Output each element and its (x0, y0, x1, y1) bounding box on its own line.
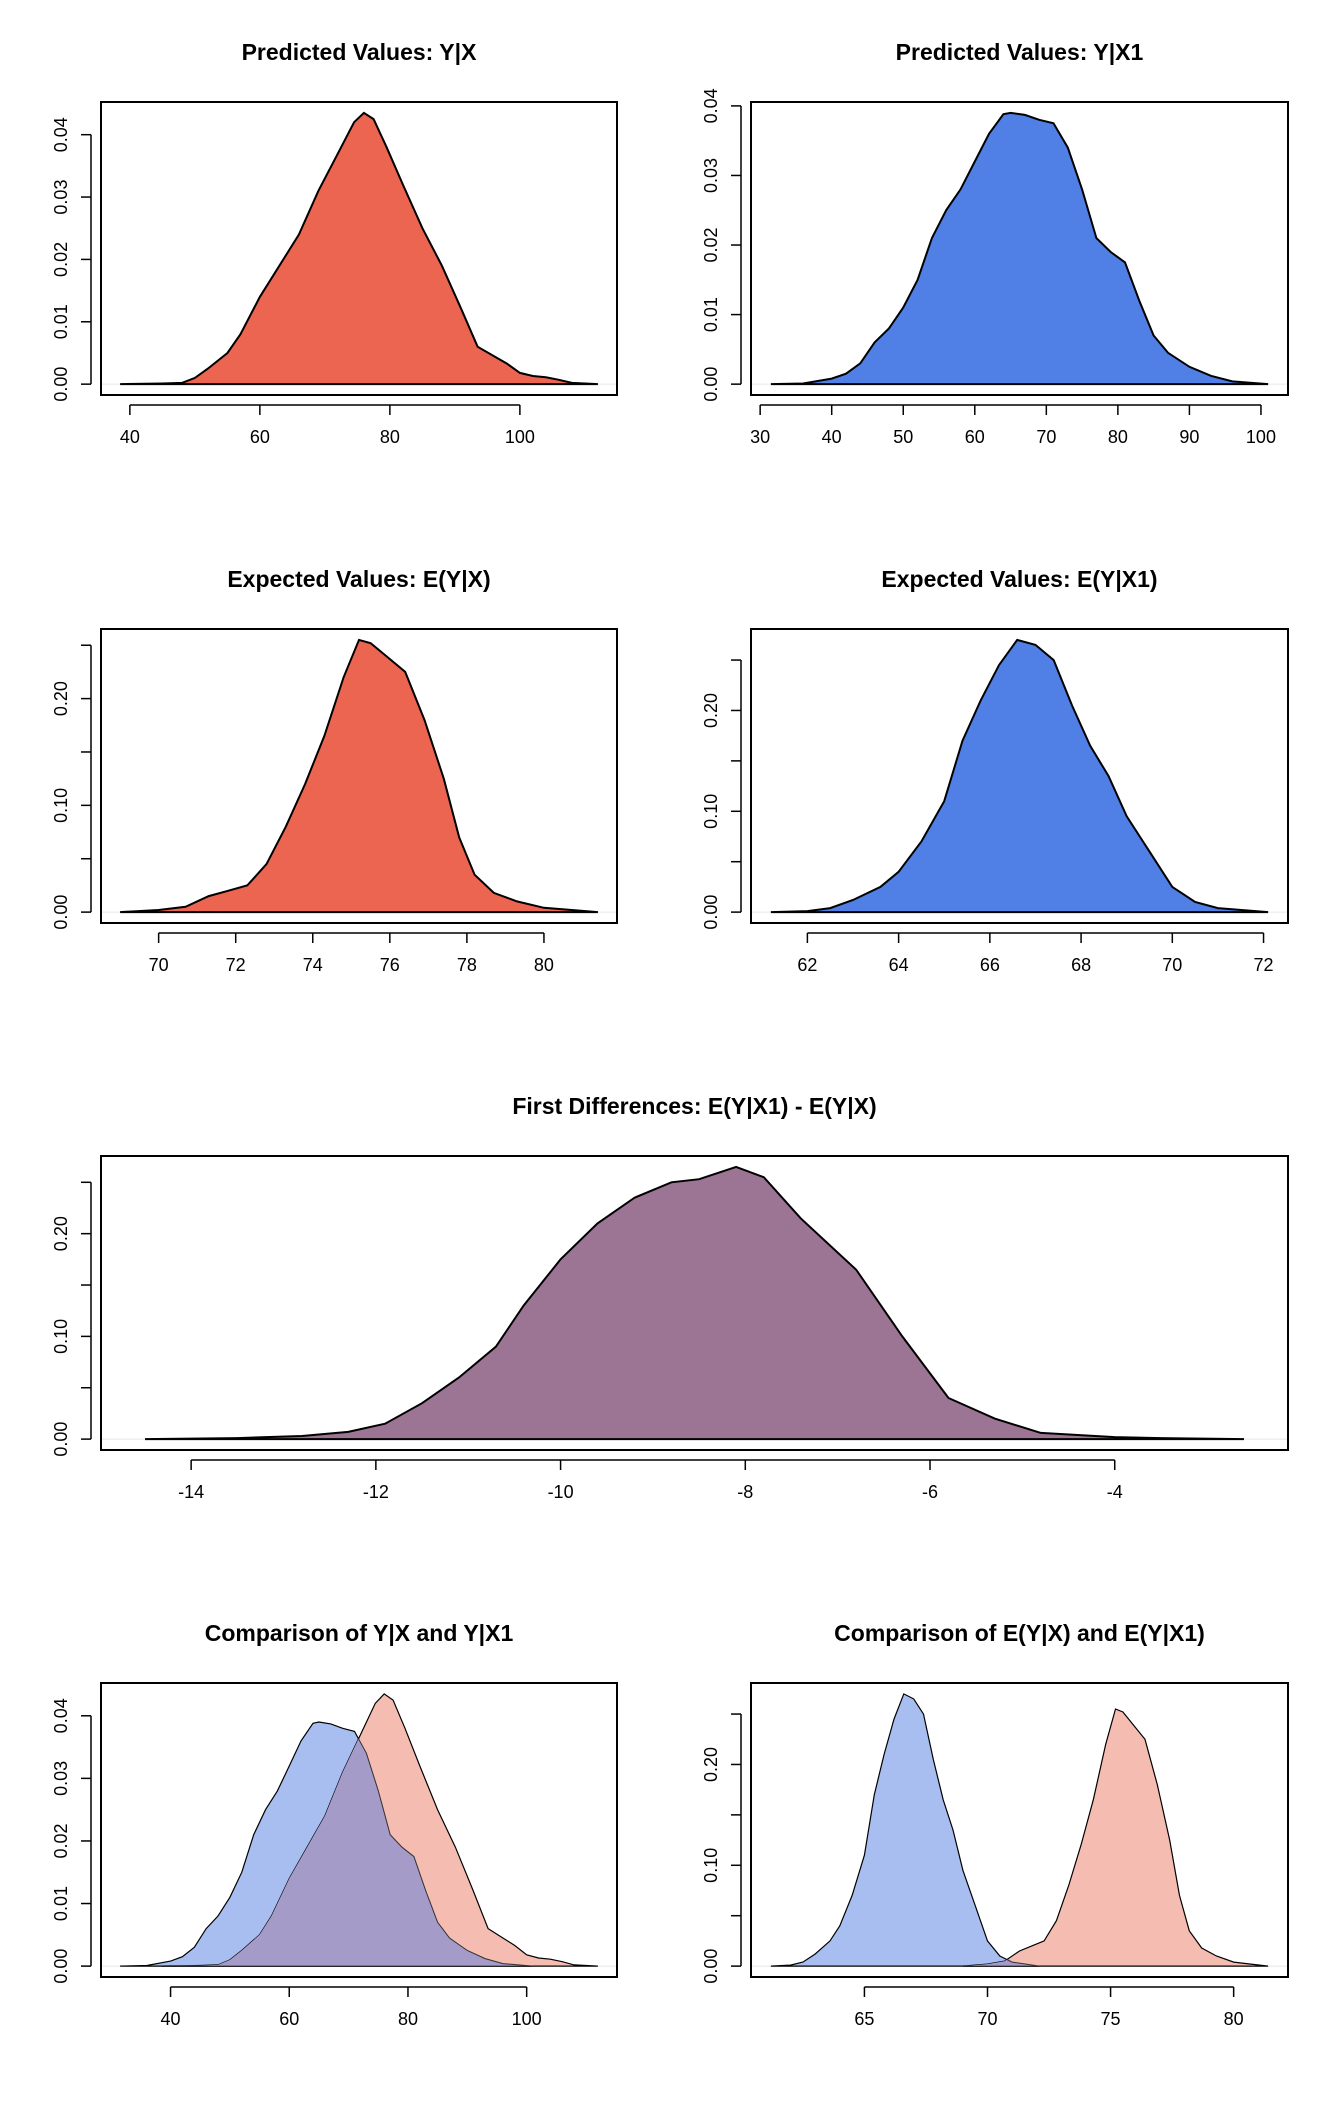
x-tick-label: 100 (505, 427, 535, 447)
x-tick-label: 62 (797, 955, 817, 975)
chart-title: Expected Values: E(Y|X1) (881, 566, 1157, 592)
density-panel: Expected Values: E(Y|X1) 62 64 66 68 70 72 0.00… (701, 566, 1289, 975)
x-tick-label: 78 (457, 955, 477, 975)
x-tick-label: -6 (922, 1482, 938, 1502)
y-tick-label: 0.10 (701, 1848, 721, 1883)
x-tick-label: 100 (1246, 427, 1276, 447)
x-tick-label: 66 (980, 955, 1000, 975)
y-tick-label: 0.20 (51, 1216, 71, 1251)
y-tick-label: 0.10 (51, 788, 71, 823)
y-tick-label: 0.10 (51, 1319, 71, 1354)
density-area-e-y-x1- (770, 1693, 1040, 1967)
y-tick-label: 0.00 (701, 1949, 721, 1984)
density-panel: Predicted Values: Y|X1 30 40 50 60 70 80 90 100 0… (701, 39, 1289, 447)
y-tick-label: 0.00 (701, 367, 721, 402)
y-tick-label: 0.02 (701, 227, 721, 262)
x-tick-label: -4 (1107, 1482, 1123, 1502)
x-tick-label: 60 (279, 2009, 299, 2029)
y-tick-label: 0.20 (701, 693, 721, 728)
y-tick-label: 0.00 (51, 1422, 71, 1457)
y-tick-label: 0.02 (51, 242, 71, 277)
x-tick-label: 70 (149, 955, 169, 975)
x-tick-label: 65 (854, 2009, 874, 2029)
x-tick-label: 40 (161, 2009, 181, 2029)
y-tick-label: 0.04 (51, 1698, 71, 1733)
y-tick-label: 0.01 (51, 304, 71, 339)
density-panel: Expected Values: E(Y|X) 70 72 74 76 78 80 0.00 0… (51, 566, 618, 975)
chart-title: First Differences: E(Y|X1) - E(Y|X) (512, 1093, 876, 1119)
x-tick-label: 76 (380, 955, 400, 975)
density-area-e-y-x- (120, 638, 598, 914)
y-tick-label: 0.03 (51, 180, 71, 215)
y-tick-label: 0.01 (51, 1886, 71, 1921)
plot-frame (750, 628, 1289, 924)
x-tick-label: 40 (120, 427, 140, 447)
plot-frame (100, 1682, 618, 1978)
x-tick-label: 64 (889, 955, 909, 975)
chart-title: Comparison of E(Y|X) and E(Y|X1) (834, 1620, 1205, 1646)
x-tick-label: -12 (363, 1482, 389, 1502)
x-tick-label: 70 (1036, 427, 1056, 447)
x-tick-label: 75 (1101, 2009, 1121, 2029)
y-tick-label: 0.20 (51, 681, 71, 716)
y-tick-label: 0.04 (51, 117, 71, 152)
x-tick-label: 72 (1254, 955, 1274, 975)
x-tick-label: 60 (250, 427, 270, 447)
plot-frame (100, 628, 618, 924)
x-tick-label: 50 (893, 427, 913, 447)
plot-frame (100, 1155, 1289, 1451)
x-tick-label: 80 (398, 2009, 418, 2029)
x-tick-label: 68 (1071, 955, 1091, 975)
x-tick-label: 30 (750, 427, 770, 447)
density-area-y-x (120, 111, 598, 386)
plot-frame (750, 101, 1289, 396)
x-tick-label: 80 (380, 427, 400, 447)
x-tick-label: -10 (548, 1482, 574, 1502)
y-tick-label: 0.01 (701, 297, 721, 332)
x-tick-label: 74 (303, 955, 323, 975)
y-tick-label: 0.10 (701, 794, 721, 829)
x-tick-label: 70 (1162, 955, 1182, 975)
plot-frame (100, 101, 618, 396)
y-tick-label: 0.03 (701, 158, 721, 193)
x-tick-label: 72 (226, 955, 246, 975)
density-area-e-y-x- (962, 1708, 1269, 1967)
y-tick-label: 0.20 (701, 1747, 721, 1782)
x-tick-label: 40 (822, 427, 842, 447)
y-tick-label: 0.00 (51, 367, 71, 402)
x-tick-label: 80 (534, 955, 554, 975)
y-tick-label: 0.02 (51, 1823, 71, 1858)
x-tick-label: 80 (1224, 2009, 1244, 2029)
x-tick-label: 90 (1179, 427, 1199, 447)
x-tick-label: 60 (965, 427, 985, 447)
x-tick-label: 70 (977, 2009, 997, 2029)
x-tick-label: -8 (737, 1482, 753, 1502)
chart-title: Comparison of Y|X and Y|X1 (205, 1620, 514, 1646)
density-panel: First Differences: E(Y|X1) - E(Y|X) -14 -1… (51, 1093, 1289, 1502)
y-tick-label: 0.00 (51, 895, 71, 930)
density-panel: Predicted Values: Y|X 40 60 80 100 0.00 0.01 0.… (51, 39, 618, 447)
chart-title: Predicted Values: Y|X1 (896, 39, 1144, 65)
density-panel: Comparison of E(Y|X) and E(Y|X1) 65 70 75 80… (701, 1620, 1289, 2029)
y-tick-label: 0.03 (51, 1761, 71, 1796)
chart-title: Expected Values: E(Y|X) (227, 566, 490, 592)
y-tick-label: 0.00 (51, 1949, 71, 1984)
density-area-e-y-x1-e-y-x- (144, 1165, 1245, 1441)
plot-frame (750, 1682, 1289, 1978)
x-tick-label: 80 (1108, 427, 1128, 447)
y-tick-label: 0.04 (701, 88, 721, 123)
x-tick-label: -14 (178, 1482, 204, 1502)
chart-title: Predicted Values: Y|X (242, 39, 477, 65)
x-tick-label: 100 (512, 2009, 542, 2029)
density-area-e-y-x1- (770, 638, 1269, 914)
y-tick-label: 0.00 (701, 895, 721, 930)
density-panel: Comparison of Y|X and Y|X1 40 60 80 100 0.00 0… (51, 1620, 618, 2029)
density-area-y-x1 (770, 111, 1269, 386)
